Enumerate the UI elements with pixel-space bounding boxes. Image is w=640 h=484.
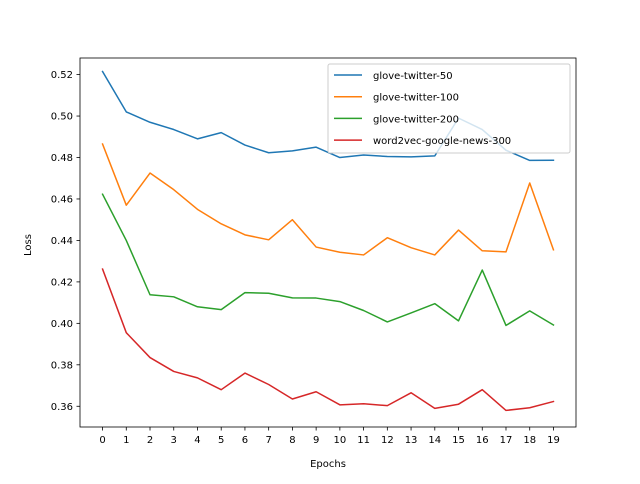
x-tick-label: 2: [147, 435, 153, 446]
y-tick-label: 0.46: [51, 194, 73, 205]
x-tick-label: 7: [265, 435, 271, 446]
legend-label-3: word2vec-google-news-300: [373, 136, 511, 147]
x-tick-label: 18: [523, 435, 536, 446]
x-tick-label: 6: [242, 435, 248, 446]
x-tick-label: 5: [218, 435, 224, 446]
y-tick-label: 0.38: [51, 360, 73, 371]
series-line-3: [101, 268, 555, 412]
x-tick-label: 11: [357, 435, 370, 446]
legend-label-0: glove-twitter-50: [373, 71, 453, 82]
y-axis-label: Loss: [23, 234, 34, 256]
x-tick-label: 3: [171, 435, 177, 446]
y-tick-label: 0.48: [51, 153, 73, 164]
series-line-1: [101, 143, 555, 256]
legend-label-2: glove-twitter-200: [373, 114, 459, 125]
x-tick-label: 19: [547, 435, 560, 446]
y-tick-label: 0.42: [51, 277, 73, 288]
x-axis-label: Epochs: [310, 459, 346, 470]
x-tick-label: 15: [452, 435, 465, 446]
y-tick-label: 0.52: [51, 70, 73, 81]
y-tick-label: 0.36: [51, 402, 73, 413]
legend-label-1: glove-twitter-100: [373, 93, 459, 104]
x-tick-label: 13: [405, 435, 418, 446]
axes: [79, 57, 577, 428]
axes-frame: [79, 57, 577, 428]
x-tick-label: 0: [99, 435, 105, 446]
series-line-2: [101, 193, 555, 327]
x-tick-label: 14: [428, 435, 441, 446]
x-tick-label: 1: [123, 435, 129, 446]
x-tick-label: 16: [476, 435, 489, 446]
y-axis-ticks: 0.36 0.38 0.40 0.42 0.44 0.46 0.48 0.50 0.52: [51, 70, 80, 413]
y-tick-label: 0.40: [51, 319, 73, 330]
x-tick-label: 8: [289, 435, 295, 446]
y-tick-label: 0.50: [51, 112, 73, 123]
legend: glove-twitter-50 glove-twitter-100 glove-t…: [327, 63, 571, 154]
x-axis-ticks: 0 1 2 3 4 5 6 7 8 9 10 11 12 13 14 15 16 17 18 19: [99, 427, 560, 446]
x-tick-label: 17: [500, 435, 513, 446]
x-tick-label: 9: [313, 435, 319, 446]
y-tick-label: 0.44: [51, 236, 73, 247]
x-tick-label: 10: [333, 435, 346, 446]
x-tick-label: 4: [194, 435, 200, 446]
x-tick-label: 12: [381, 435, 394, 446]
legend-box: [327, 63, 571, 154]
